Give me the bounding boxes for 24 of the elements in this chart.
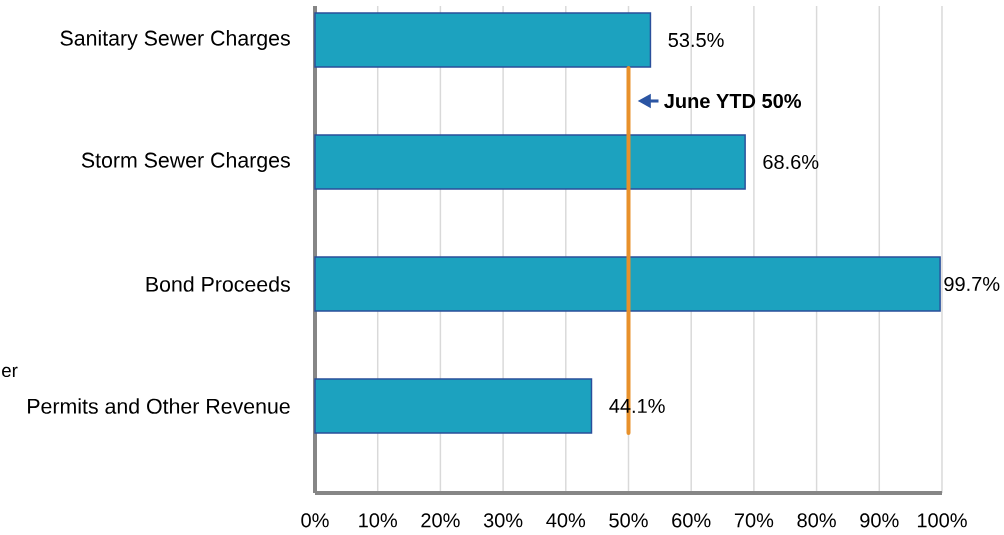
data-label: 68.6% bbox=[763, 154, 819, 170]
x-tick-label: 70% bbox=[734, 513, 774, 528]
x-tick-label: 0% bbox=[301, 513, 329, 528]
bar bbox=[314, 378, 593, 434]
y-tick-label: Permits and Other Revenue bbox=[28, 398, 290, 414]
x-tick-label: 60% bbox=[672, 513, 711, 528]
x-tick-label: 30% bbox=[483, 513, 523, 528]
bar bbox=[314, 134, 746, 190]
x-tick-label: 80% bbox=[797, 513, 836, 528]
data-label: 99.7% bbox=[944, 276, 1000, 292]
bar bbox=[314, 256, 941, 312]
y-tick-label: Storm Sewer Charges bbox=[81, 152, 290, 172]
ref-line-label: June YTD 50% bbox=[664, 93, 802, 109]
bar bbox=[314, 12, 652, 68]
data-label: 53.5% bbox=[668, 32, 724, 48]
x-tick-label: 90% bbox=[860, 513, 899, 528]
x-tick-label: 100% bbox=[917, 513, 967, 528]
x-tick-label: 50% bbox=[609, 513, 648, 528]
x-tick-label: 40% bbox=[546, 513, 586, 528]
x-tick-label: 10% bbox=[359, 513, 397, 528]
y-tick-label: Bond Proceeds bbox=[146, 276, 290, 292]
x-tick-label: 20% bbox=[421, 513, 460, 528]
y-tick-label: Sanitary Sewer Charges bbox=[60, 30, 290, 50]
text: er bbox=[2, 366, 18, 378]
